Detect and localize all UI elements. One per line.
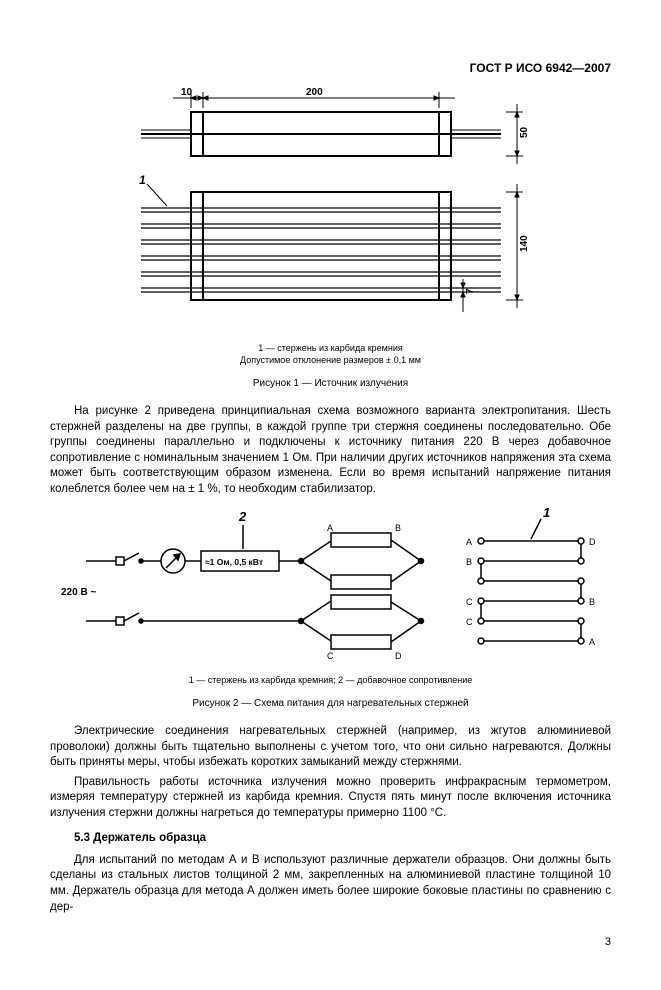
page-number: 3 <box>50 935 611 950</box>
fig2-legend: 1 — стержень из карбида кремния; 2 — доб… <box>50 675 611 687</box>
figure-2: 2 1 220 В ~ ≈1 Ом, 0,5 кВт А В С D А В С… <box>50 501 611 710</box>
fig2-r-a: А <box>466 537 472 547</box>
dim-10: 10 <box>181 87 193 98</box>
fig2-node-d-bot: D <box>395 651 402 661</box>
fig2-r-a2: А <box>589 637 595 647</box>
section-5-3-head: 5.3 Держатель образца <box>50 831 611 847</box>
fig2-resistor-label: ≈1 Ом, 0,5 кВт <box>205 557 263 567</box>
paragraph-2: Электрические соединения нагревательных … <box>50 724 611 771</box>
fig1-legend-2: Допустимое отклонение размеров ± 0,1 мм <box>240 355 421 365</box>
dim-7: 7 <box>465 288 476 294</box>
fig2-ref-1: 1 <box>543 505 550 520</box>
page-header: ГОСТ Р ИСО 6942—2007 <box>50 60 611 76</box>
fig1-legend-1: 1 — стержень из карбида кремния <box>258 343 402 353</box>
dim-200: 200 <box>306 87 323 98</box>
paragraph-1: На рисунке 2 приведена принципиальная сх… <box>50 404 611 497</box>
fig2-node-c-bot: С <box>327 651 334 661</box>
dim-50: 50 <box>519 127 530 139</box>
fig2-r-c2: С <box>466 617 473 627</box>
figure-1: 10 200 50 <box>50 84 611 390</box>
paragraph-3: Правильность работы источника излучения … <box>50 775 611 822</box>
fig1-title: Рисунок 1 — Источник излучения <box>50 377 611 391</box>
fig2-r-c1: С <box>466 597 473 607</box>
fig2-node-a-top: А <box>327 523 333 533</box>
fig2-source: 220 В ~ <box>61 587 96 598</box>
fig2-r-b2: В <box>589 597 595 607</box>
fig2-r-b: В <box>466 557 472 567</box>
fig2-node-b-top: В <box>395 523 401 533</box>
fig2-r-d1: D <box>589 537 596 547</box>
fig2-title: Рисунок 2 — Схема питания для нагревател… <box>50 697 611 711</box>
fig2-ref-2: 2 <box>238 509 247 524</box>
dim-140: 140 <box>519 235 530 252</box>
fig1-ref-1: 1 <box>139 173 146 187</box>
paragraph-4: Для испытаний по методам А и В использую… <box>50 853 611 915</box>
